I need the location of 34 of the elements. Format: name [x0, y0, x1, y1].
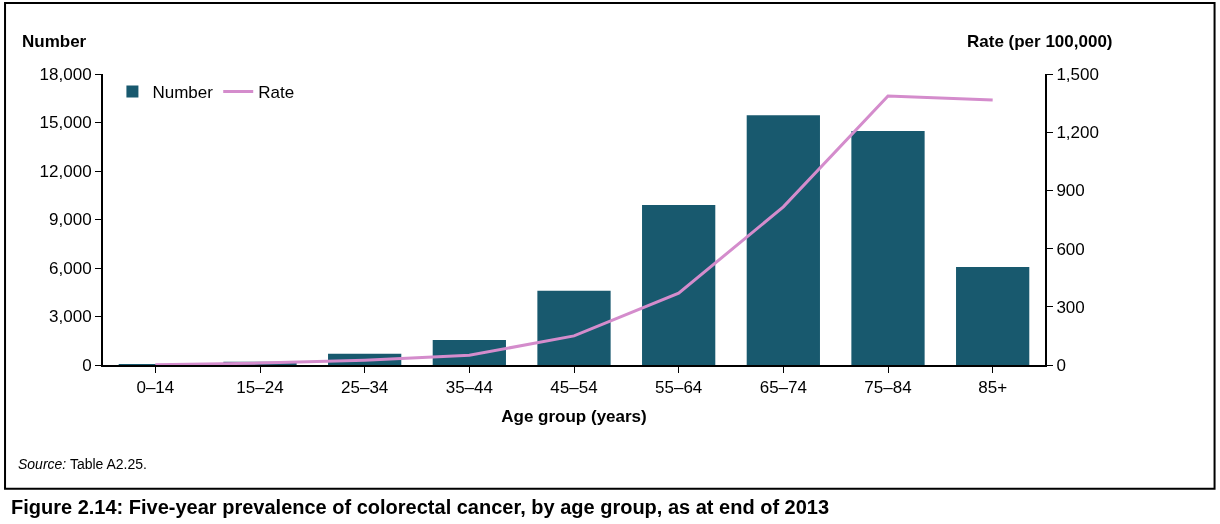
- y-tick-label: 15,000: [39, 113, 92, 133]
- x-tick-label: 65–74: [759, 378, 807, 398]
- y-tick-label: 18,000: [39, 64, 92, 84]
- y2-tick-label: 0: [1056, 355, 1066, 375]
- bar: [746, 115, 820, 365]
- y2-tick-label: 300: [1056, 297, 1085, 317]
- y-axis-title: Number: [22, 32, 87, 51]
- x-tick-label: 15–24: [236, 378, 284, 398]
- y2-tick-label: 900: [1056, 181, 1085, 201]
- x-axis-title: Age group (years): [501, 407, 647, 427]
- x-tick-label: 25–34: [341, 378, 389, 398]
- source-note: Source: Table A2.25.: [18, 456, 147, 472]
- bar: [956, 267, 1030, 365]
- y2-tick-label: 600: [1056, 239, 1085, 259]
- bar: [642, 204, 716, 365]
- y2-tick-label: 1,500: [1056, 64, 1099, 84]
- legend-label: Rate: [258, 83, 295, 103]
- x-tick-label: 0–14: [136, 378, 175, 398]
- y2-axis-title: Rate (per 100,000): [967, 32, 1113, 51]
- y-tick-label: 0: [82, 355, 92, 375]
- x-tick-label: 35–44: [445, 378, 493, 398]
- x-tick-label: 55–64: [655, 378, 703, 398]
- x-tick-label: 75–84: [864, 378, 912, 398]
- y2-tick-label: 1,200: [1056, 123, 1099, 143]
- y-tick-label: 9,000: [49, 210, 92, 230]
- y-tick-label: 6,000: [49, 258, 92, 278]
- text: Figure 2.14: Five-year prevalence of colorectal cancer, by age group, as at end of 2013: [11, 496, 830, 518]
- y-tick-label: 12,000: [39, 161, 92, 181]
- x-tick-label: 45–54: [550, 378, 598, 398]
- y-tick-label: 3,000: [49, 307, 92, 327]
- bar: [851, 130, 925, 365]
- x-tick-label: 85+: [978, 378, 1008, 398]
- bar: [537, 290, 611, 365]
- legend-label: Number: [152, 83, 214, 103]
